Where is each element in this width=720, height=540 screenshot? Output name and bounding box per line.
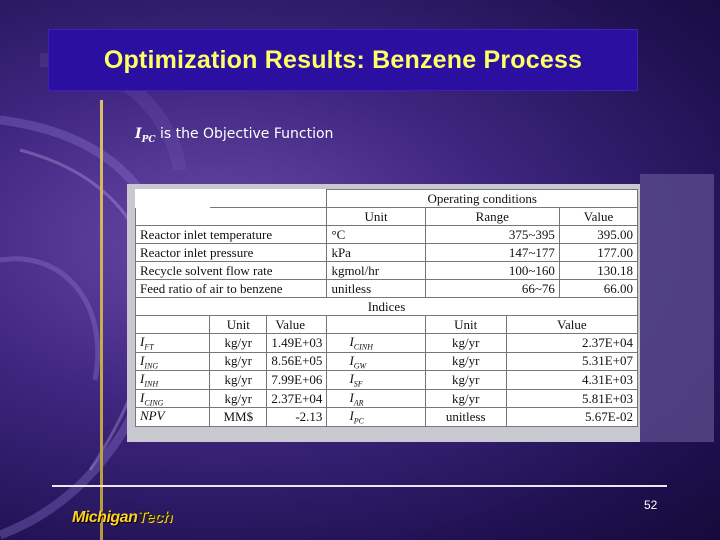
op-col-range: Range xyxy=(424,207,560,226)
table-row: Reactor inlet pressure kPa 147~177 177.0… xyxy=(134,243,639,262)
table-row: Recycle solvent flow rate kgmol/hr 100~1… xyxy=(134,261,639,280)
idx-col-unit-2: Unit xyxy=(424,315,507,334)
table-row: IING kg/yr 8.56E+05 IGW kg/yr 5.31E+07 xyxy=(134,351,639,372)
objective-symbol: IPC xyxy=(135,126,156,145)
table-row: IINH kg/yr 7.99E+06 ISF kg/yr 4.31E+03 xyxy=(134,370,639,390)
objective-text: is the Objective Function xyxy=(155,126,334,142)
michigan-tech-logo: MichiganTech xyxy=(72,509,173,526)
results-table: Operating conditions Unit Range Value Re… xyxy=(134,189,639,427)
indices-header: Indices xyxy=(135,297,638,316)
table-row: NPV MM$ -2.13 IPC unitless 5.67E-02 xyxy=(134,407,639,427)
idx-col-value-2: Value xyxy=(505,315,639,334)
idx-col-value-1: Value xyxy=(266,315,328,334)
table-shadow xyxy=(640,174,714,442)
idx-col-unit-1: Unit xyxy=(209,315,268,334)
table-row: ICING kg/yr 2.37E+04 IAR kg/yr 5.81E+03 xyxy=(134,388,639,409)
operating-header: Operating conditions xyxy=(326,189,638,208)
table-row: Reactor inlet temperature °C 375~395 395… xyxy=(134,225,639,244)
table-row: IFT kg/yr 1.49E+03 ICINH kg/yr 2.37E+04 xyxy=(134,333,639,353)
slide-title: Optimization Results: Benzene Process xyxy=(103,45,583,74)
title-bar: Optimization Results: Benzene Process xyxy=(48,29,638,91)
op-col-unit: Unit xyxy=(326,207,426,226)
vertical-divider xyxy=(100,100,103,540)
table-row: Feed ratio of air to benzene unitless 66… xyxy=(134,279,639,298)
footer-rule xyxy=(52,485,667,487)
op-col-value: Value xyxy=(558,207,639,226)
page-number: 52 xyxy=(644,498,658,512)
objective-caption: IPC is the Objective Function xyxy=(135,126,333,145)
